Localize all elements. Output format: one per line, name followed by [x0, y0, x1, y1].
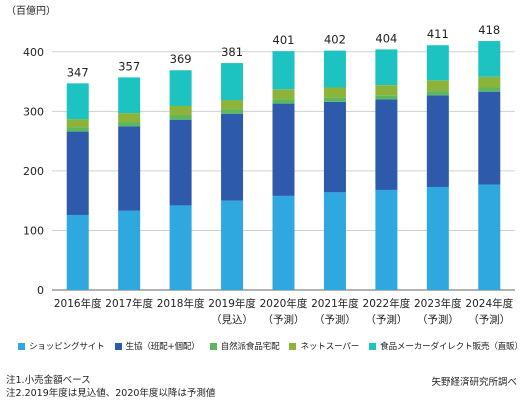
x-tick-sublabel: （予測） [263, 313, 305, 326]
y-axis-unit: （百億円） [6, 4, 56, 17]
bar-segment [66, 83, 89, 120]
legend: ショッピングサイト 生協（班配+個配） 自然派食品宅配 ネットスーパー 食品メーカーダイ… [18, 340, 523, 352]
x-tick-sublabel: （予測） [417, 313, 459, 326]
legend-item: 自然派食品宅配 [209, 340, 280, 352]
bars: 347 357 369 381 401 402 404 411 418 [66, 23, 501, 290]
y-tick-label: 200 [23, 165, 44, 178]
bar-segment [169, 119, 192, 206]
bar-segment [169, 205, 192, 290]
bar-segment [169, 105, 192, 116]
legend-swatch [289, 342, 297, 350]
legend-label: ショッピングサイト [29, 342, 105, 352]
bar-segment [169, 115, 192, 120]
bar-segment [375, 189, 398, 290]
bar-total-label: 404 [375, 31, 397, 45]
bar-segment [66, 214, 89, 290]
bar-segment [323, 101, 346, 193]
legend-label: 生協（班配+個配） [125, 342, 200, 352]
legend-label: ネットスーパー [300, 342, 360, 352]
bar-total-label: 357 [118, 59, 140, 73]
bar-segment [221, 113, 244, 201]
bar-segment [478, 41, 501, 77]
bar-segment [272, 195, 295, 290]
legend-item: ショッピングサイト [18, 340, 105, 352]
y-tick-label: 300 [23, 105, 44, 118]
x-tick-label: 2022年度 [363, 297, 411, 310]
x-tick-label: 2021年度 [311, 297, 359, 310]
bar-segment [221, 200, 244, 290]
bar-segment [478, 184, 501, 290]
legend-swatch [209, 342, 217, 350]
bar-total-label: 369 [170, 52, 192, 66]
bar-segment [478, 76, 501, 88]
bar-segment [221, 100, 244, 110]
bar-segment [426, 95, 449, 187]
bar-segment [478, 91, 501, 185]
bar-segment [323, 87, 346, 98]
bar-segment [375, 95, 398, 100]
bar-segment [118, 126, 141, 211]
legend-item: ネットスーパー [289, 340, 359, 352]
bar-segment [118, 210, 141, 290]
bar-segment [426, 45, 449, 81]
x-axis: 2016年度 2017年度 2018年度 2019年度 （見込） 2020年度 （予測） 20… [54, 297, 514, 326]
bar-segment [375, 49, 398, 86]
bar-segment [272, 99, 295, 104]
x-tick-label: 2020年度 [260, 297, 308, 310]
bar-segment [66, 127, 89, 132]
bar-segment [426, 91, 449, 96]
y-tick-label: 100 [23, 224, 44, 237]
bar-total-label: 347 [67, 65, 89, 79]
legend-item: 生協（班配+個配） [114, 340, 200, 352]
bar-segment [323, 192, 346, 290]
bar-segment [375, 85, 398, 96]
bar-segment [426, 80, 449, 92]
x-tick-sublabel: （予測） [468, 313, 510, 326]
bar-segment [272, 103, 295, 196]
bar-total-label: 411 [427, 27, 449, 41]
x-tick-sublabel: （予測） [365, 313, 407, 326]
legend-swatch [114, 342, 122, 350]
bar-segment [221, 63, 244, 101]
y-tick-label: 0 [37, 284, 44, 297]
x-tick-label: 2023年度 [414, 297, 462, 310]
x-tick-sublabel: （見込） [211, 314, 253, 326]
note-1: 注1.小売金額ベース [6, 375, 91, 386]
bar-segment [118, 77, 141, 114]
x-tick-label: 2018年度 [157, 297, 205, 310]
bar-total-label: 418 [478, 23, 500, 37]
legend-label: 自然派食品宅配 [220, 342, 280, 352]
bar-segment [272, 89, 295, 100]
bar-segment [118, 113, 141, 123]
bar-segment [323, 97, 346, 102]
bar-segment [66, 119, 89, 128]
x-tick-label: 2019年度 [208, 297, 256, 310]
bar-segment [221, 109, 244, 114]
x-tick-label: 2017年度 [105, 297, 153, 310]
legend-item: 食品メーカーダイレクト販売（直販） [369, 340, 523, 352]
x-tick-label: 2016年度 [54, 297, 102, 310]
y-tick-label: 400 [23, 46, 44, 59]
bar-segment [478, 87, 501, 92]
notes: 注1.小売金額ベース 注2.2019年度は見込値、2020年度以降は予測値 [6, 374, 215, 400]
stacked-bar-chart: 0 100 200 300 400 347 357 369 381 401 402 404 411 41… [6, 4, 515, 326]
bar-segment [169, 70, 192, 106]
legend-swatch [18, 342, 25, 350]
legend-label: 食品メーカーダイレクト販売（直販） [380, 342, 523, 352]
bar-total-label: 401 [273, 33, 295, 47]
bar-total-label: 381 [221, 45, 243, 59]
note-2: 注2.2019年度は見込値、2020年度以降は予測値 [6, 388, 216, 399]
bar-total-label: 402 [324, 33, 346, 47]
bar-segment [272, 51, 295, 90]
bar-segment [375, 99, 398, 190]
bar-segment [66, 131, 89, 215]
source-credit: 矢野経済研究所調べ [431, 377, 517, 388]
bar-segment [426, 186, 449, 290]
legend-swatch [369, 342, 377, 350]
x-tick-label: 2024年度 [465, 297, 513, 310]
x-tick-sublabel: （予測） [314, 313, 356, 326]
bar-segment [323, 50, 346, 88]
y-axis: 0 100 200 300 400 [23, 46, 44, 297]
bar-segment [118, 122, 141, 127]
